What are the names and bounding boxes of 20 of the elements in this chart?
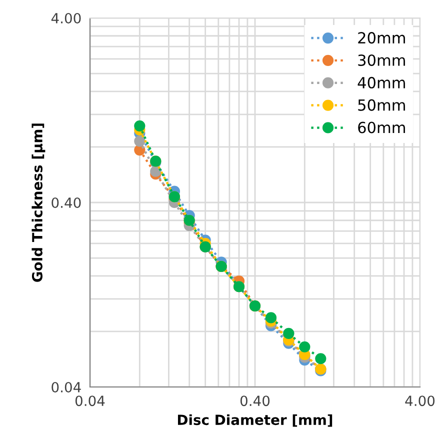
legend-label: 50mm [358,99,405,111]
point [265,312,277,324]
x-tick-label: 0.04 [75,396,105,406]
y-axis-title: Gold Thickness [µm] [32,124,46,282]
legend-label: 40mm [358,76,405,88]
point [315,353,326,364]
point [134,136,146,147]
y-tick-label: 0.40 [52,197,81,208]
y-tick-label: 0.04 [52,382,81,392]
y-tick-label: 4.00 [51,12,81,24]
point [283,328,294,340]
x-tick-label: 4.00 [405,396,435,406]
point [150,166,162,177]
legend-label: 20mm [358,32,405,44]
legend-label: 30mm [358,54,405,66]
x-tick-label: 0.40 [240,396,270,406]
point [134,120,146,132]
x-axis-title: Disc Diameter [mm] [178,414,332,427]
legend-label: 60mm [358,122,405,134]
point [299,341,310,352]
